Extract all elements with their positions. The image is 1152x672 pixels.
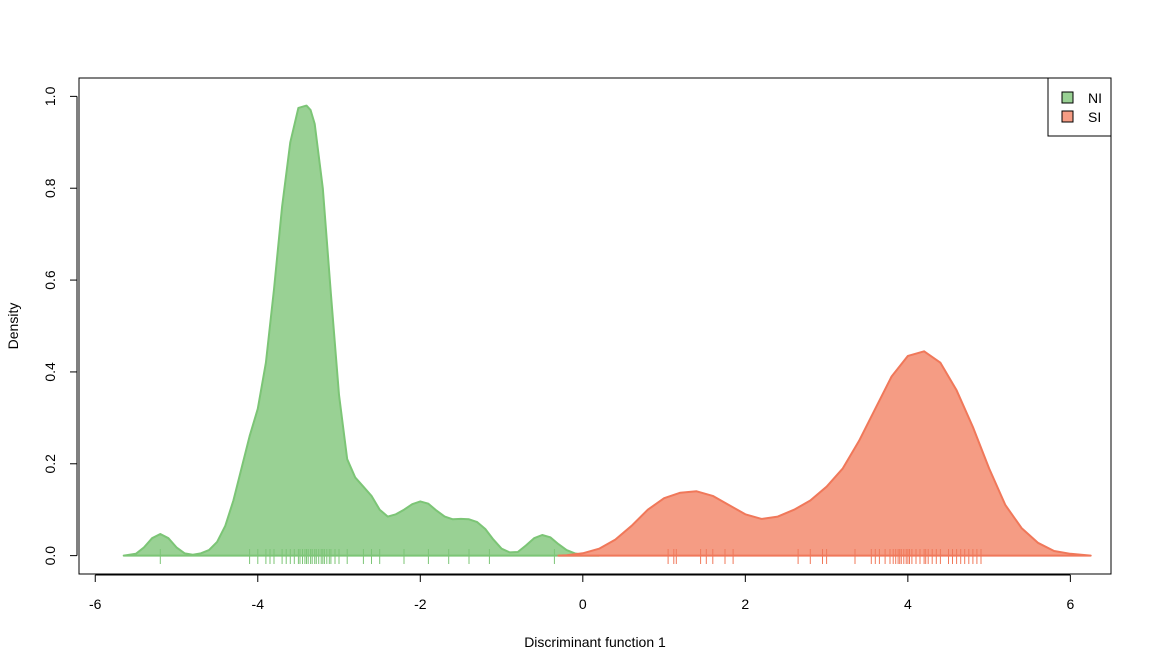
x-tick-label: -4 xyxy=(252,596,265,612)
rug-marks xyxy=(159,549,982,564)
y-tick-label: 0.6 xyxy=(42,270,58,290)
x-axis: -6 -4 -2 0 2 4 6 xyxy=(89,574,1074,612)
x-axis-label: Discriminant function 1 xyxy=(524,634,666,650)
x-tick-label: 6 xyxy=(1066,596,1074,612)
x-tick-label: -6 xyxy=(89,596,102,612)
y-tick-label: 0.4 xyxy=(42,362,58,382)
y-axis: 0.0 0.2 0.4 0.6 0.8 1.0 xyxy=(42,86,78,566)
x-tick-label: 2 xyxy=(741,596,749,612)
legend: NI SI xyxy=(1047,77,1112,137)
legend-swatch-si xyxy=(1061,110,1074,123)
legend-box xyxy=(1047,77,1112,137)
y-tick-label: 0.2 xyxy=(42,454,58,474)
x-tick-label: -2 xyxy=(414,596,427,612)
x-tick-label: 0 xyxy=(579,596,587,612)
density-areas xyxy=(122,104,1092,557)
density-area-ni xyxy=(122,104,601,557)
legend-label-si: SI xyxy=(1088,109,1101,125)
y-axis-label: Density xyxy=(5,303,21,350)
plot-frame xyxy=(78,77,1112,575)
legend-swatch-ni xyxy=(1061,91,1074,104)
density-area-si xyxy=(557,350,1092,557)
y-tick-label: 1.0 xyxy=(42,86,58,106)
y-tick-label: 0.8 xyxy=(42,178,58,198)
x-tick-label: 4 xyxy=(904,596,912,612)
y-tick-label: 0.0 xyxy=(42,546,58,566)
legend-label-ni: NI xyxy=(1088,90,1102,106)
